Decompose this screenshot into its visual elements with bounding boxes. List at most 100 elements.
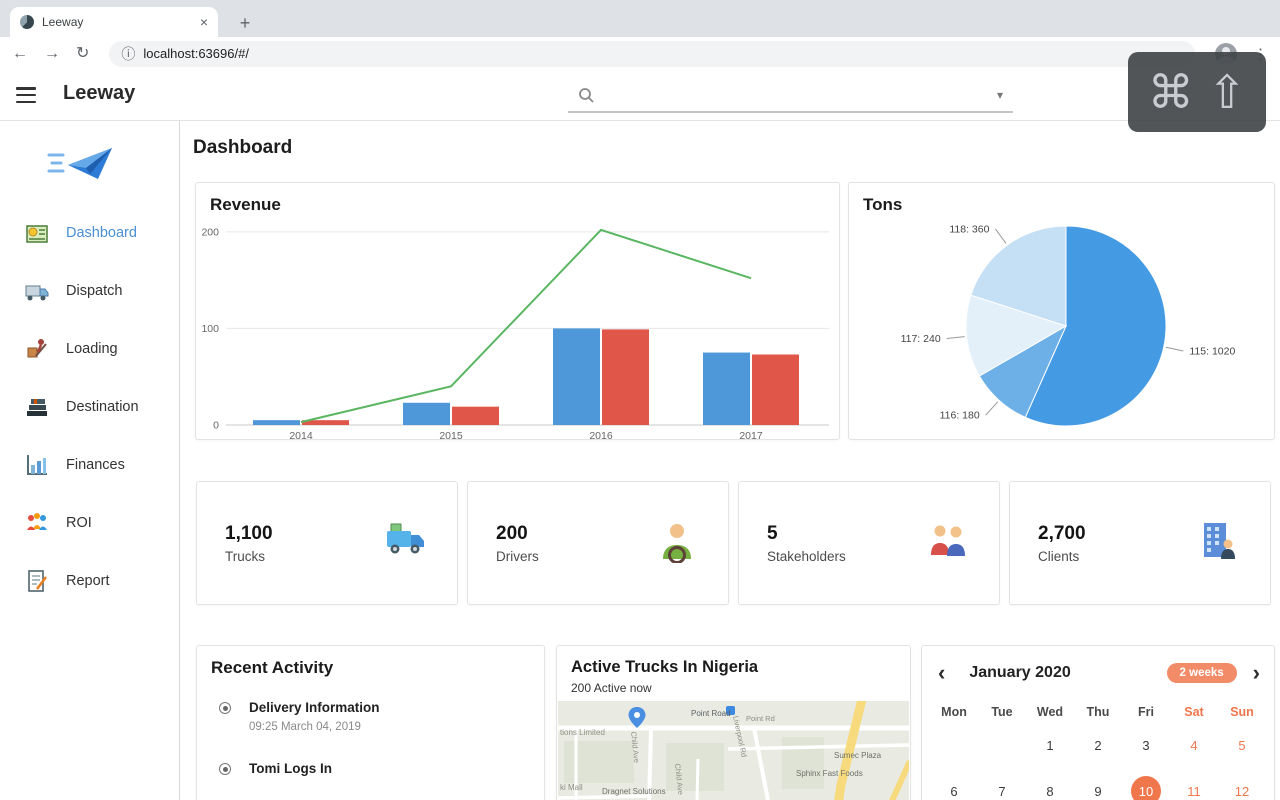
calendar-date-11[interactable]: 11 xyxy=(1187,783,1201,799)
calendar-day-header: Thu xyxy=(1086,705,1110,719)
sidebar-item-report[interactable]: Report xyxy=(0,552,179,610)
new-tab-button[interactable]: + xyxy=(239,12,251,33)
back-icon[interactable]: ← xyxy=(12,44,28,62)
calendar-range-badge[interactable]: 2 weeks xyxy=(1166,663,1237,683)
search-dropdown-icon[interactable]: ▾ xyxy=(996,88,1003,102)
site-info-icon[interactable]: ⓘ xyxy=(121,45,136,62)
sidebar-item-label: Destination xyxy=(66,399,139,415)
main-content: Dashboard 0 100 200 2014 2015 2016 2017 Revenu… xyxy=(181,121,1280,800)
clients-icon xyxy=(1196,519,1242,568)
stat-label: Trucks xyxy=(225,548,265,564)
calendar-date-2[interactable]: 2 xyxy=(1094,737,1102,753)
map-label: Sumec Plaza xyxy=(834,751,882,760)
calendar-empty-cell xyxy=(930,722,978,768)
map-label: ki Mall xyxy=(560,783,583,792)
nigeria-map[interactable]: tions Limited Point Road Point Rd Child … xyxy=(558,701,909,800)
calendar-date-8[interactable]: 8 xyxy=(1046,783,1054,799)
menu-icon[interactable] xyxy=(16,87,36,103)
stakeholders-icon xyxy=(925,519,971,568)
svg-text:100: 100 xyxy=(201,323,219,335)
calendar-day-header: Sat xyxy=(1184,705,1204,719)
svg-text:2015: 2015 xyxy=(439,430,463,441)
search-icon xyxy=(579,88,594,103)
calendar-prev-button[interactable]: ‹ xyxy=(938,660,946,685)
svg-text:2014: 2014 xyxy=(289,430,313,441)
calendar-day-header: Tue xyxy=(991,705,1013,719)
transit-icon xyxy=(726,706,735,715)
forward-icon[interactable]: → xyxy=(44,44,60,62)
leeway-logo-icon xyxy=(46,141,179,190)
url-text: localhost:63696/#/ xyxy=(143,46,249,61)
activity-title: Tomi Logs In xyxy=(249,761,332,776)
svg-text:2017: 2017 xyxy=(739,430,763,441)
recent-activity-title: Recent Activity xyxy=(211,658,334,677)
calendar-card: ‹ January 2020 2 weeks › Mon Tue Wed Thu Fri… xyxy=(921,645,1275,800)
radio-bullet-icon xyxy=(219,702,231,714)
calendar-date-6[interactable]: 6 xyxy=(950,783,958,799)
calendar-date-7[interactable]: 7 xyxy=(998,783,1006,799)
sidebar-item-label: Loading xyxy=(66,341,118,357)
stat-label: Stakeholders xyxy=(767,548,846,564)
stat-card-clients: 2,700 Clients xyxy=(1009,481,1271,605)
calendar-day-header: Mon xyxy=(941,705,967,719)
radio-bullet-icon xyxy=(219,763,231,775)
revenue-card: 0 100 200 2014 2015 2016 2017 Revenue xyxy=(195,182,840,441)
url-field[interactable]: ⓘ localhost:63696/#/ xyxy=(109,40,1195,67)
calendar-date-4[interactable]: 4 xyxy=(1190,737,1198,753)
calendar-date-5[interactable]: 5 xyxy=(1238,737,1246,753)
truck-icon xyxy=(383,519,429,568)
tons-title: Tons xyxy=(863,195,903,214)
calendar-grid: 1 2 3 4 5 6 7 8 9 10 11 12 xyxy=(922,722,1274,800)
browser-tab-strip: Leeway × + xyxy=(0,0,1280,37)
sidebar-item-dashboard[interactable]: Dashboard xyxy=(0,204,179,262)
tons-chart: 115: 1020 116: 180 117: 240 118: 360 xyxy=(901,223,1235,427)
calendar-date-9[interactable]: 9 xyxy=(1094,783,1102,799)
activity-item[interactable]: Tomi Logs In xyxy=(219,761,526,782)
svg-text:115: 1020: 115: 1020 xyxy=(1189,345,1235,357)
sidebar-item-loading[interactable]: Loading xyxy=(0,320,179,378)
sidebar-item-finances[interactable]: Finances xyxy=(0,436,179,494)
calendar-next-button[interactable]: › xyxy=(1252,660,1260,685)
dispatch-icon xyxy=(22,276,52,306)
sidebar-item-label: Dispatch xyxy=(66,283,123,299)
browser-tab[interactable]: Leeway × xyxy=(10,7,218,37)
sidebar-item-destination[interactable]: Destination xyxy=(0,378,179,436)
driver-icon xyxy=(654,519,700,568)
activity-item[interactable]: Delivery Information 09:25 March 04, 201… xyxy=(219,700,526,733)
roi-icon xyxy=(22,508,52,538)
svg-text:118: 360: 118: 360 xyxy=(949,223,989,235)
map-label: Point Rd xyxy=(746,714,775,723)
active-trucks-card: Active Trucks In Nigeria 200 Active now xyxy=(556,645,911,800)
browser-address-bar: ← → ↻ ⓘ localhost:63696/#/ ⋮ xyxy=(0,37,1280,70)
finances-icon xyxy=(22,450,52,480)
stat-card-stakeholders: 5 Stakeholders xyxy=(738,481,1000,605)
search-bar: ▾ xyxy=(568,79,1013,113)
sidebar-item-roi[interactable]: ROI xyxy=(0,494,179,552)
sidebar-item-label: Report xyxy=(66,573,110,589)
reload-icon[interactable]: ↻ xyxy=(76,44,90,62)
stat-value: 2,700 xyxy=(1038,522,1086,544)
calendar-date-1[interactable]: 1 xyxy=(1046,737,1054,753)
tab-favicon-icon xyxy=(20,15,34,29)
activity-time: 09:25 March 04, 2019 xyxy=(249,721,361,733)
calendar-day-header: Wed xyxy=(1036,705,1064,719)
tab-close-icon[interactable]: × xyxy=(199,14,208,30)
calendar-month-label: January 2020 xyxy=(969,664,1071,681)
app-header: Leeway ▾ xyxy=(0,70,1280,121)
activity-title: Delivery Information xyxy=(249,700,380,715)
map-label: Dragnet Solutions xyxy=(602,787,666,796)
sidebar-item-dispatch[interactable]: Dispatch xyxy=(0,262,179,320)
search-input[interactable] xyxy=(604,87,987,103)
svg-text:116: 180: 116: 180 xyxy=(940,410,980,422)
calendar-day-row: Mon Tue Wed Thu Fri Sat Sun xyxy=(922,702,1274,722)
svg-text:0: 0 xyxy=(213,420,219,432)
calendar-date-10[interactable]: 10 xyxy=(1122,768,1170,800)
calendar-date-12[interactable]: 12 xyxy=(1234,783,1250,799)
dashboard-icon xyxy=(22,218,52,248)
active-trucks-subtitle: 200 Active now xyxy=(571,681,652,695)
stat-label: Clients xyxy=(1038,548,1080,564)
recent-activity-card: Recent Activity Delivery Information 09:… xyxy=(196,645,545,800)
revenue-title: Revenue xyxy=(210,195,281,214)
calendar-date-3[interactable]: 3 xyxy=(1142,737,1150,753)
sidebar-item-label: Finances xyxy=(66,457,125,473)
